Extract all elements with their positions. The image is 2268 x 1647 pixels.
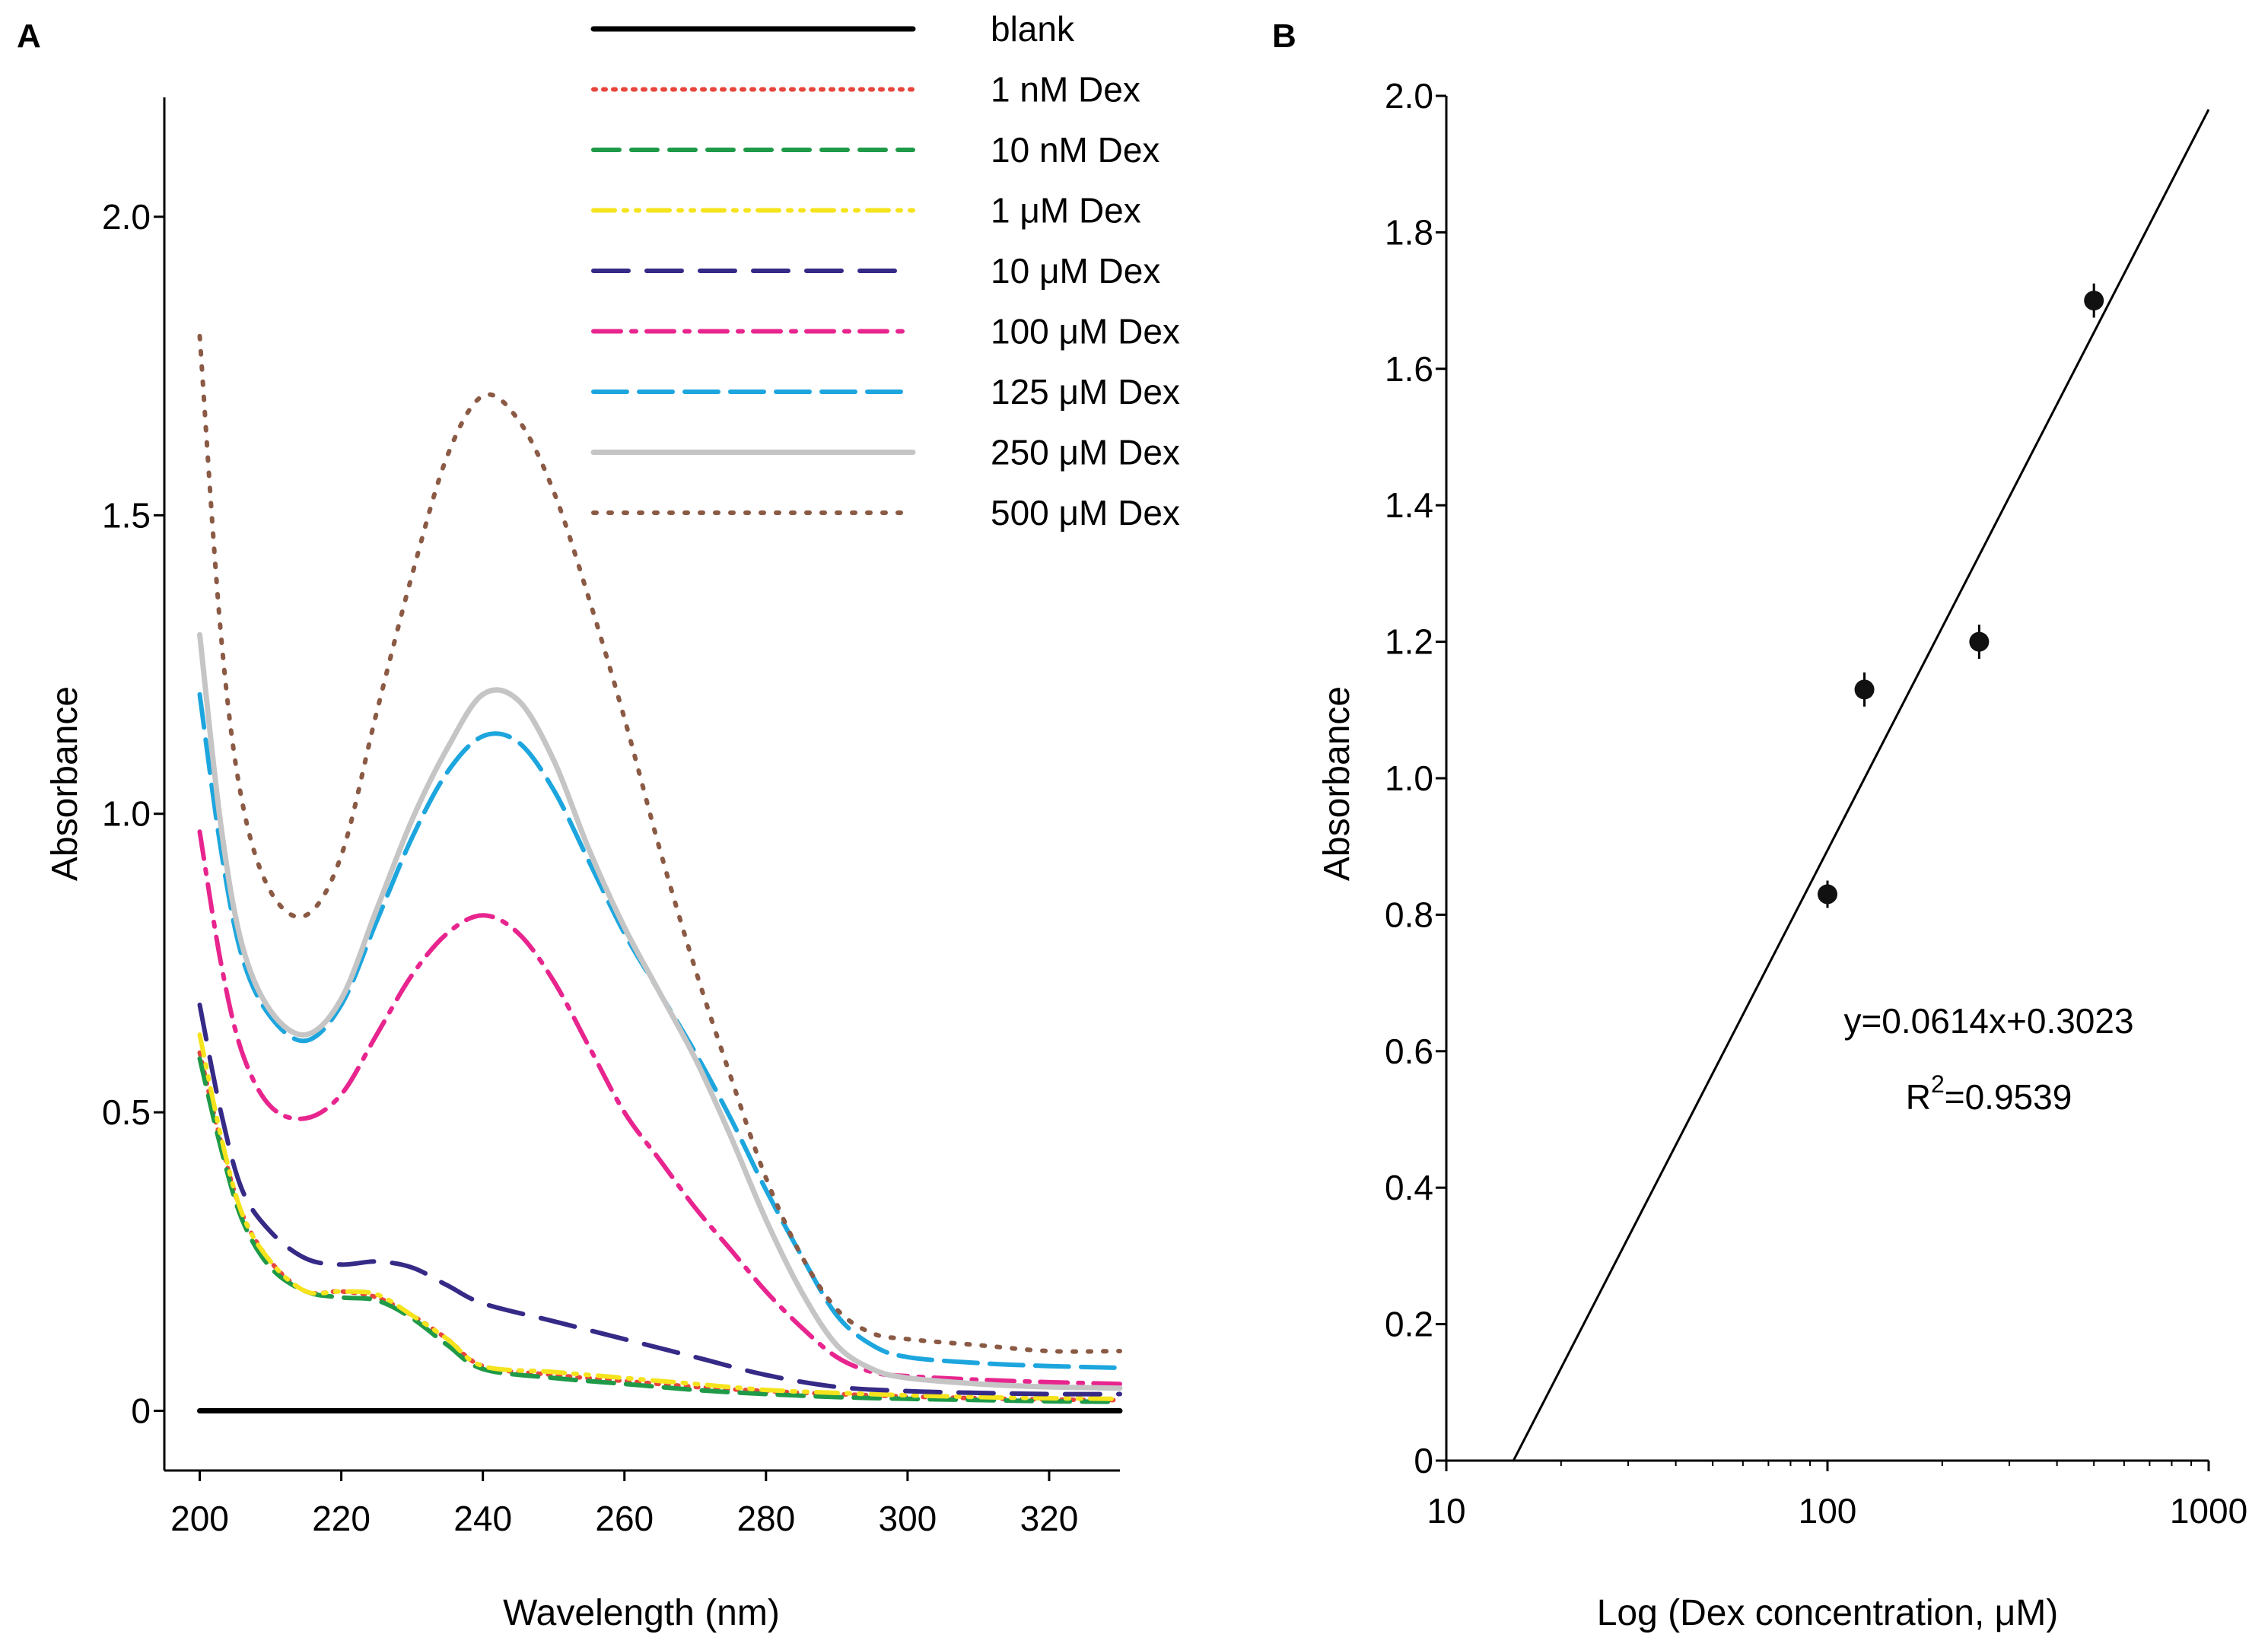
- panel-b-x-ticks: 10 100 1000: [1427, 1461, 2247, 1531]
- r2-value: =0.9539: [1945, 1077, 2072, 1117]
- legend-label: 100 μM Dex: [991, 312, 1180, 351]
- y-tick-label: 0.8: [1385, 895, 1433, 934]
- data-point: [2084, 291, 2104, 311]
- panel-a-y-ticks: 0 0.5 1.0 1.5 2.0: [102, 197, 164, 1431]
- panel-a-label: A: [17, 17, 41, 55]
- x-tick-label: 100: [1799, 1491, 1857, 1531]
- legend-label: 500 μM Dex: [991, 493, 1180, 533]
- series-line-250-μm-dex: [197, 631, 1123, 1391]
- panel-b-y-axis-label: Absorbance: [1317, 686, 1357, 881]
- series-line-125-μm-dex: [197, 692, 1122, 1370]
- y-tick-label: 0: [131, 1391, 151, 1431]
- panel-b-x-axis-label: Log (Dex concentration, μM): [1597, 1593, 2059, 1633]
- r2-label: R: [1906, 1077, 1931, 1117]
- y-tick-label: 1.6: [1385, 349, 1433, 389]
- panel-b-equation: y=0.0614x+0.3023: [1843, 1001, 2133, 1041]
- x-tick-label: 320: [1020, 1499, 1079, 1538]
- x-tick-label: 1000: [2170, 1491, 2247, 1531]
- y-tick-label: 0.6: [1385, 1032, 1433, 1071]
- y-tick-label: 1.4: [1385, 485, 1433, 525]
- panel-a-x-axis-label: Wavelength (nm): [503, 1593, 780, 1633]
- y-tick-label: 2.0: [102, 197, 151, 237]
- legend-label: 125 μM Dex: [991, 372, 1180, 412]
- y-tick-label: 1.0: [1385, 758, 1433, 798]
- x-tick-label: 300: [879, 1499, 937, 1538]
- legend-label: 1 nM Dex: [991, 70, 1140, 110]
- panel-b-data-points: [1818, 283, 2104, 908]
- y-tick-label: 0: [1414, 1441, 1433, 1480]
- r2-superscript: 2: [1931, 1070, 1945, 1098]
- panel-b-r-squared: R2=0.9539: [1906, 1070, 2072, 1117]
- series-line-10-nm-dex: [197, 1056, 1122, 1404]
- x-tick-label: 10: [1427, 1491, 1465, 1531]
- panel-b-y-ticks: 0 0.2 0.4 0.6 0.8 1.0 1.2 1.4 1.6 1.8 2.0: [1385, 76, 1446, 1480]
- legend-label: 10 nM Dex: [991, 130, 1159, 170]
- data-point: [1818, 884, 1837, 905]
- data-point: [1854, 679, 1875, 700]
- panel-b-fit-line: [1512, 109, 2210, 1461]
- y-tick-label: 0.5: [102, 1092, 151, 1132]
- y-tick-label: 2.0: [1385, 76, 1433, 116]
- legend-label: 10 μM Dex: [991, 251, 1160, 291]
- panel-a-x-ticks: 200 220 240 260 280 300 320: [170, 1471, 1078, 1538]
- panel-a-legend: blank 1 nM Dex 10 nM Dex 1 μM Dex 10 μM Dex 1…: [590, 9, 1180, 533]
- series-line-100-μm-dex: [197, 829, 1122, 1387]
- x-tick-label: 200: [170, 1499, 229, 1538]
- panel-a: A 0 0.5 1.0 1.5 2.0 200 220 240 260 280 300 320 Wa…: [17, 9, 1180, 1633]
- x-tick-label: 260: [595, 1499, 654, 1538]
- series-line-10-μm-dex: [197, 1002, 1122, 1397]
- legend-label: blank: [991, 9, 1075, 49]
- x-tick-label: 220: [312, 1499, 371, 1538]
- panel-b: B 00.20.40.60.81.01.21.41.61.82.0 10 100 1…: [1272, 17, 2247, 1633]
- x-tick-label: 240: [453, 1499, 512, 1538]
- y-tick-label: 1.5: [102, 495, 151, 535]
- panel-b-label: B: [1272, 17, 1296, 55]
- x-tick-label: 280: [736, 1499, 795, 1538]
- y-tick-label: 0.4: [1385, 1168, 1433, 1207]
- series-line-500-μm-dex: [197, 333, 1122, 1354]
- panel-a-y-axis-label: Absorbance: [45, 686, 85, 881]
- y-tick-label: 1.8: [1385, 212, 1433, 252]
- series-line-1-μm-dex: [197, 1032, 1122, 1401]
- y-tick-label: 0.2: [1385, 1305, 1433, 1344]
- y-tick-label: 1.0: [102, 794, 151, 834]
- legend-label: 250 μM Dex: [991, 433, 1180, 472]
- data-point: [1969, 631, 1990, 652]
- legend-label: 1 μM Dex: [991, 191, 1141, 231]
- y-tick-label: 1.2: [1385, 622, 1433, 662]
- panel-a-series-lines: [197, 333, 1123, 1414]
